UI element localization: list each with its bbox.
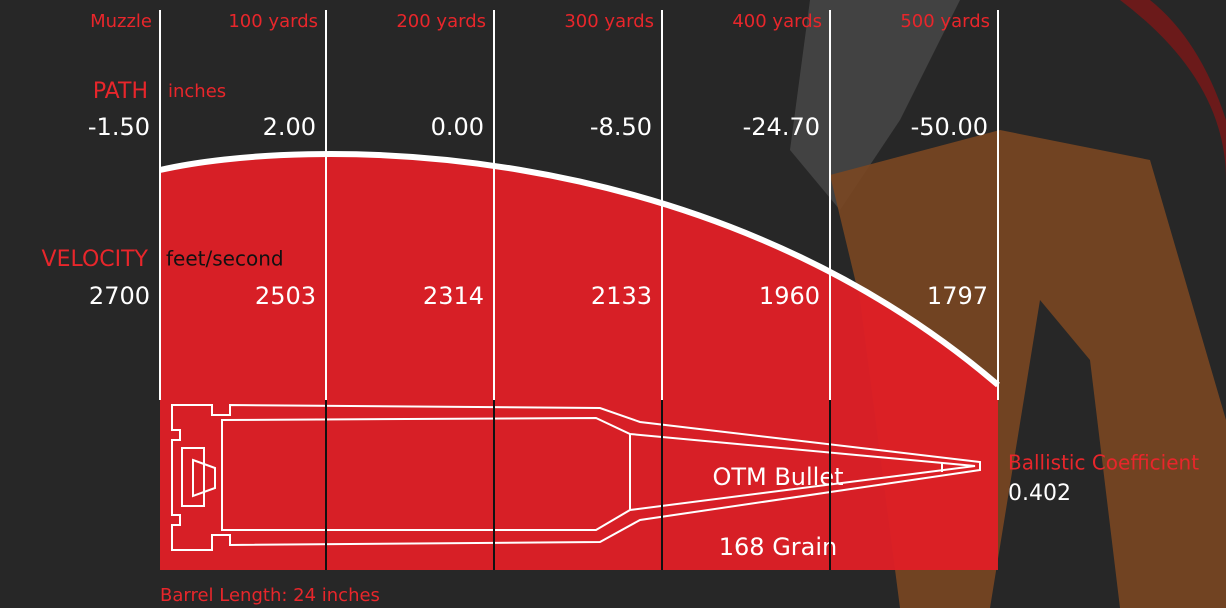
bullet-name: OTM Bullet [712, 463, 843, 491]
barrel-length: Barrel Length: 24 inches [160, 585, 380, 606]
velocity-value: 2314 [423, 282, 484, 310]
column-header: 500 yards [900, 11, 990, 32]
path-value: -1.50 [88, 113, 150, 141]
path-value: 2.00 [263, 113, 316, 141]
path-area [160, 154, 998, 571]
path-curve [159, 151, 1000, 388]
column-header: 400 yards [732, 11, 822, 32]
column-header: 300 yards [564, 11, 654, 32]
velocity-value: 2503 [255, 282, 316, 310]
column-header: 200 yards [396, 11, 486, 32]
velocity-unit: feet/second [166, 247, 284, 271]
path-unit: inches [168, 81, 226, 102]
decor-shape [1120, 0, 1226, 180]
path-value: -8.50 [590, 113, 652, 141]
cartridge-outline [171, 403, 981, 551]
path-value: -50.00 [911, 113, 988, 141]
path-label: PATH [93, 79, 148, 104]
velocity-value: 1960 [759, 282, 820, 310]
bc-value: 0.402 [1008, 481, 1071, 506]
bullet-weight: 168 Grain [719, 533, 838, 561]
velocity-value: 1797 [927, 282, 988, 310]
column-header: 100 yards [228, 11, 318, 32]
velocity-value: 2700 [89, 282, 150, 310]
column-header: Muzzle [90, 11, 152, 32]
velocity-label: VELOCITY [42, 247, 149, 272]
decor-shape [790, 0, 960, 210]
path-value: -24.70 [743, 113, 820, 141]
velocity-value: 2133 [591, 282, 652, 310]
bc-label: Ballistic Coefficient [1008, 451, 1199, 475]
path-value: 0.00 [431, 113, 484, 141]
